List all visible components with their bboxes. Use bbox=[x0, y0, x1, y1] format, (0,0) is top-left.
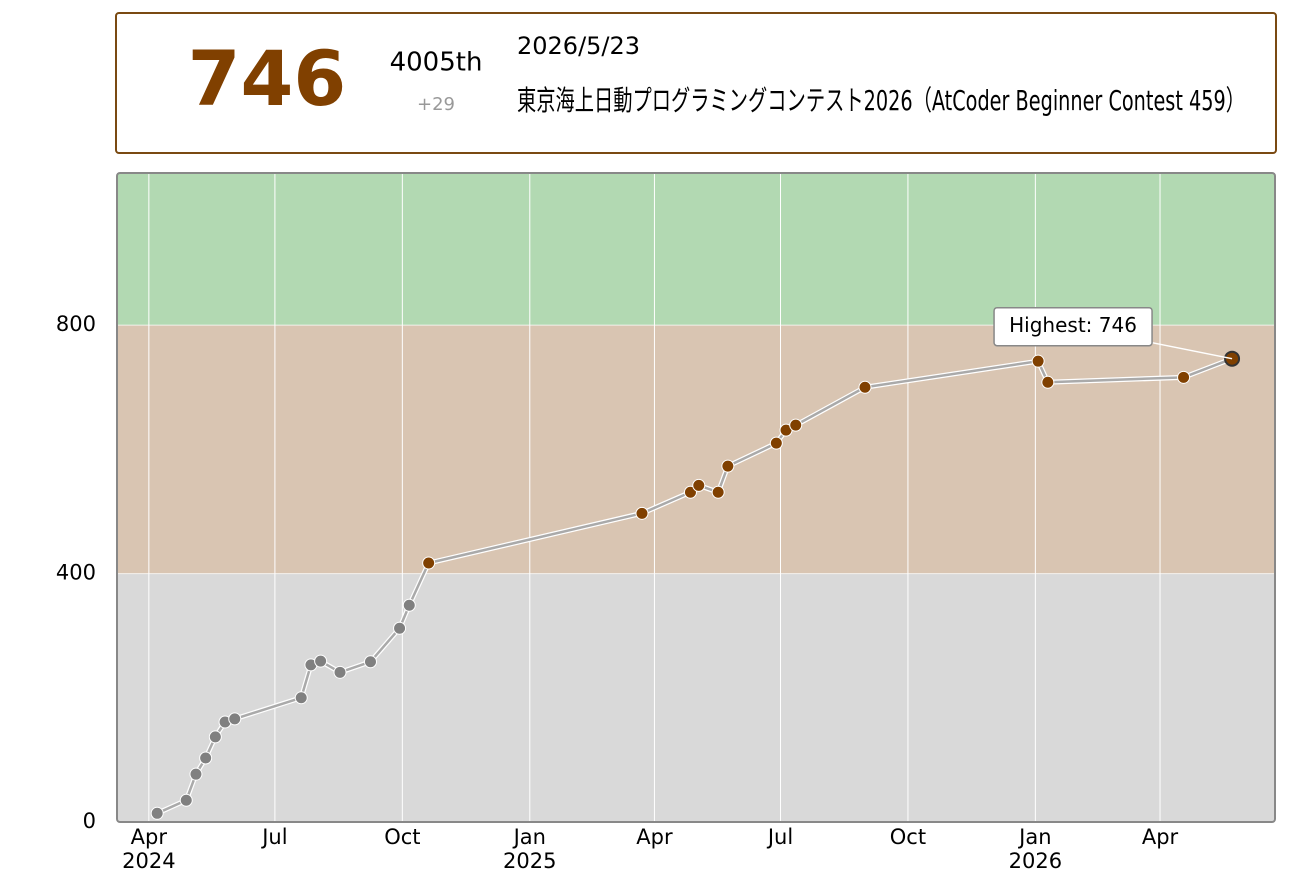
rating-point bbox=[294, 691, 308, 705]
rating-point bbox=[711, 485, 725, 499]
rating-point bbox=[1177, 370, 1191, 384]
rating-point bbox=[199, 751, 213, 765]
rating-line bbox=[156, 357, 1233, 815]
plot-frame bbox=[116, 172, 1276, 823]
status-panel bbox=[115, 12, 1277, 154]
rating-diff: +29 bbox=[417, 94, 455, 115]
rating-point bbox=[228, 712, 242, 726]
rating-point bbox=[692, 478, 706, 492]
x-tick-label: Jul bbox=[260, 825, 287, 849]
contest-name: 東京海上日動プログラミングコンテスト2026（AtCoder Beginner … bbox=[517, 84, 1245, 117]
annotation-text: Highest: 746 bbox=[1009, 313, 1137, 337]
x-tick-label: Jul bbox=[766, 825, 793, 849]
x-year-label: 2025 bbox=[503, 849, 556, 873]
annotation-connector bbox=[1151, 341, 1233, 360]
x-tick-label: Oct bbox=[890, 825, 926, 849]
rating-point bbox=[422, 556, 436, 570]
y-tick-label: 400 bbox=[56, 561, 96, 585]
rating-point bbox=[402, 598, 416, 612]
rating-point bbox=[769, 436, 783, 450]
rating-point bbox=[721, 459, 735, 473]
rating-point bbox=[393, 621, 407, 635]
annotation-box bbox=[993, 306, 1153, 347]
x-year-label: 2024 bbox=[122, 849, 175, 873]
rank: 4005th bbox=[390, 48, 483, 78]
rating-point bbox=[635, 506, 649, 520]
x-year-label: 2026 bbox=[1009, 849, 1062, 873]
y-tick-label: 0 bbox=[83, 809, 96, 833]
rating-point bbox=[314, 654, 328, 668]
rating-band bbox=[117, 325, 1275, 574]
rating-band bbox=[117, 173, 1275, 326]
rating-point bbox=[363, 655, 377, 669]
x-tick-label: Jan bbox=[1017, 825, 1051, 849]
x-tick-label: Apr bbox=[636, 825, 673, 849]
rating-point bbox=[333, 665, 347, 679]
rating-point bbox=[683, 485, 697, 499]
rating-point bbox=[179, 793, 193, 807]
rating-point bbox=[1041, 375, 1055, 389]
rating-point bbox=[150, 806, 164, 820]
contest-date: 2026/5/23 bbox=[517, 32, 640, 60]
rating-point bbox=[858, 380, 872, 394]
rating-point bbox=[1031, 354, 1045, 368]
x-tick-label: Apr bbox=[1142, 825, 1179, 849]
x-tick-label: Apr bbox=[131, 825, 168, 849]
rating-point bbox=[208, 730, 222, 744]
rating-point bbox=[189, 767, 203, 781]
x-tick-label: Oct bbox=[384, 825, 420, 849]
rating-point bbox=[789, 418, 803, 432]
x-tick-label: Jan bbox=[512, 825, 546, 849]
rating-band bbox=[117, 573, 1275, 822]
rating: 746 bbox=[188, 34, 347, 123]
y-tick-label: 800 bbox=[56, 312, 96, 336]
